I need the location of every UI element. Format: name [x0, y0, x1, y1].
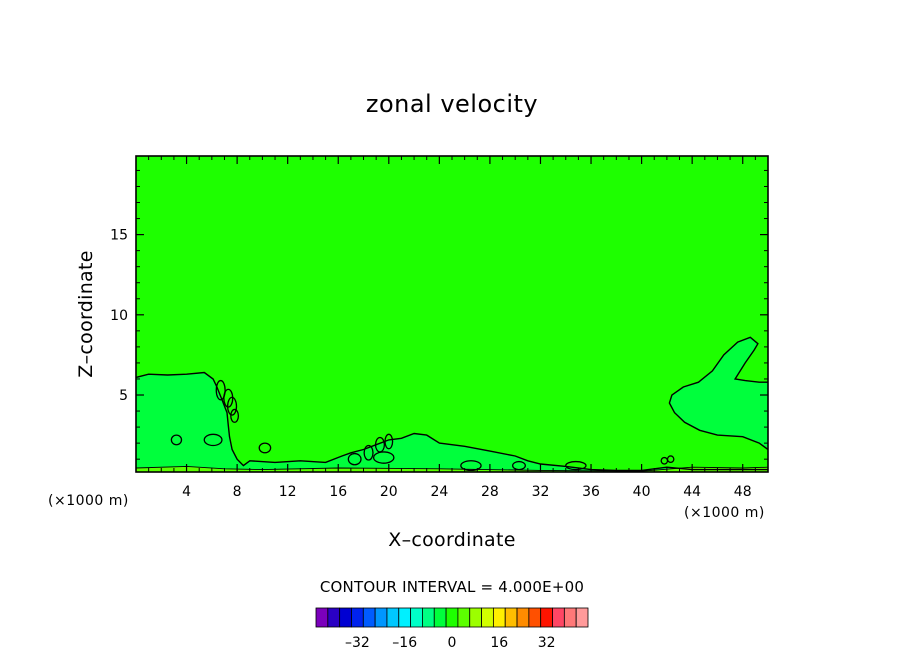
colorbar-swatch [351, 607, 364, 628]
x-tick-label: 12 [279, 484, 297, 500]
y-tick-label: 10 [110, 308, 128, 324]
colorbar-swatch [445, 607, 459, 628]
contour-cell [226, 396, 238, 416]
colorbar: –32 –16 0 16 32 [315, 607, 589, 651]
x-tick-label: 32 [532, 484, 550, 500]
x-tick-label: 28 [481, 484, 499, 500]
contour-cell [363, 444, 374, 461]
contour-cell [347, 452, 362, 466]
colorbar-swatch [575, 607, 589, 628]
contour-cell [215, 379, 226, 401]
contour-cell [170, 434, 183, 446]
x-tick-label: 4 [182, 484, 191, 500]
y-tick-label: 5 [119, 388, 128, 404]
contour-cell [258, 442, 272, 454]
contour-left-low-level [135, 371, 768, 472]
colorbar-swatch [563, 607, 577, 628]
colorbar-swatch [339, 607, 352, 628]
colorbar-swatch [540, 607, 553, 628]
contour-cell [203, 433, 223, 447]
colorbar-swatch [410, 607, 423, 628]
contour-cell [230, 408, 240, 423]
x-unit-left: (×1000 m) [48, 493, 129, 509]
x-tick-label: 24 [430, 484, 448, 500]
x-unit-right: (×1000 m) [684, 505, 765, 521]
colorbar-swatch [552, 607, 565, 628]
x-tick-label: 48 [734, 484, 752, 500]
contour-cell [384, 433, 394, 450]
colorbar-swatch [433, 607, 447, 628]
colorbar-tick-label: 16 [490, 635, 508, 651]
colorbar-swatch [492, 607, 506, 628]
colorbar-swatch [398, 607, 412, 628]
colorbar-swatch [481, 607, 494, 628]
x-tick-label: 40 [633, 484, 651, 500]
contour-cell [666, 455, 675, 464]
plot-area [136, 156, 768, 472]
colorbar-swatch [327, 607, 341, 628]
colorbar-tick-label: –16 [392, 635, 417, 651]
y-axis-label: Z–coordinate [75, 250, 97, 377]
contour-interval-label: CONTOUR INTERVAL = 4.000E+00 [320, 578, 584, 596]
x-tick-label: 36 [582, 484, 600, 500]
x-tick-label: 20 [380, 484, 398, 500]
x-tick-label: 8 [233, 484, 242, 500]
chart-title: zonal velocity [366, 90, 538, 118]
colorbar-swatch [469, 607, 482, 628]
colorbar-swatch [315, 607, 329, 628]
colorbar-swatch [362, 607, 376, 628]
contour-right-cell [668, 336, 769, 451]
contour-cell [372, 451, 395, 464]
colorbar-swatch [457, 607, 471, 628]
y-axis-ticks: 5 10 15 [110, 169, 768, 460]
region-left-low-level [136, 372, 768, 472]
colorbar-tick-label: 32 [538, 635, 556, 651]
colorbar-swatch [422, 607, 435, 628]
colorbar-swatch [504, 607, 518, 628]
x-axis-ticks: 4 8 12 16 20 24 28 32 36 40 44 48 [148, 156, 756, 500]
x-tick-label: 44 [683, 484, 701, 500]
contour-cell [512, 460, 526, 471]
colorbar-swatch [386, 607, 400, 628]
colorbar-swatch [516, 607, 530, 628]
colorbar-tick-label: 0 [448, 635, 457, 651]
colorbar-swatch [528, 607, 542, 628]
y-tick-label: 15 [110, 228, 128, 244]
contour-cell [460, 460, 482, 472]
colorbar-tick-label: –32 [345, 635, 370, 651]
x-tick-label: 16 [329, 484, 347, 500]
colorbar-swatch [374, 607, 388, 628]
x-axis-label: X–coordinate [388, 529, 515, 551]
contour-cell [565, 460, 587, 471]
